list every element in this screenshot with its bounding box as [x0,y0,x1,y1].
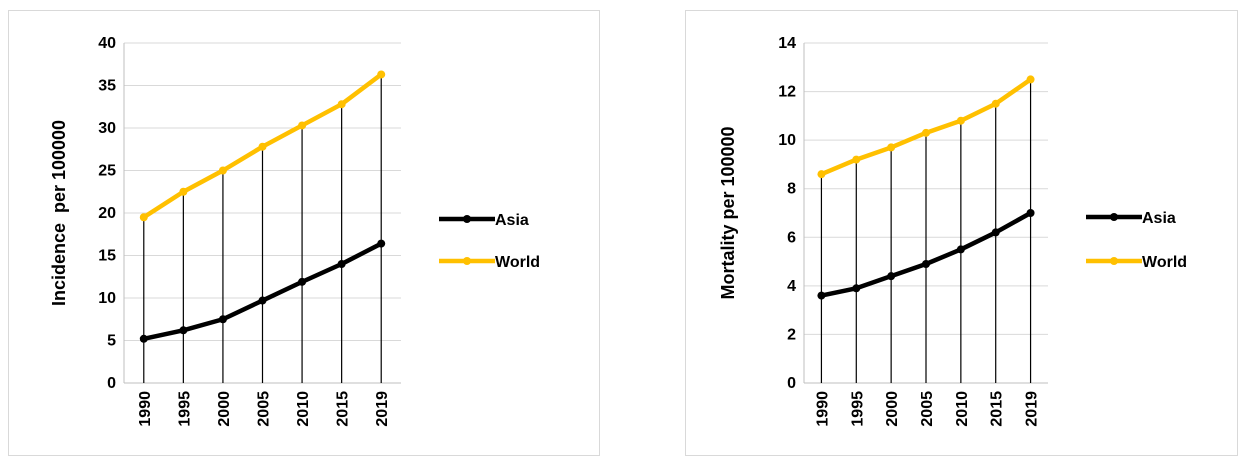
mortality-chart-panel: 0 2 4 6 8 10 12 14 1990 1995 2000 2005 2010 2015 2019 M… [685,10,1238,456]
data-point-asia [887,272,896,281]
x-tick-label: 2000 [216,391,233,427]
data-point-asia [1026,209,1035,217]
x-tick-label: 2000 [884,391,901,427]
x-tick-label: 1990 [814,391,831,427]
y-tick-label: 35 [98,78,116,95]
data-point-world [258,142,267,151]
x-tick-label: 1995 [849,391,866,427]
y-tick-label: 8 [787,181,796,198]
y-tick-label: 4 [787,278,796,295]
data-point-asia [337,260,346,268]
x-tick-label: 2010 [954,391,971,427]
x-tick-label: 2019 [1024,391,1041,427]
data-point-asia [922,260,930,268]
y-tick-label: 40 [98,35,116,52]
x-tick-label: 2015 [335,391,352,427]
incidence-chart-panel: 0 5 10 15 20 25 30 35 40 1990 1995 2000 2005 2010 2015… [8,10,600,456]
data-point-world [298,121,307,130]
data-point-asia [817,291,826,300]
data-point-asia [991,228,1000,237]
y-tick-label: 25 [98,163,116,180]
mortality-chart: 0 2 4 6 8 10 12 14 1990 1995 2000 2005 2010 2015 2019 M… [718,35,1187,427]
legend-label-world: World [495,254,540,271]
y-tick-label: 0 [787,375,796,392]
data-point-world [218,166,227,175]
legend-label-world: World [1142,254,1187,271]
legend-marker-asia [1110,213,1118,221]
x-tick-label: 2005 [256,391,273,427]
data-point-asia [218,315,227,324]
x-tick-label: 2005 [919,391,936,427]
data-point-asia [258,296,267,305]
data-point-world [139,213,148,222]
data-point-asia [298,277,307,286]
legend-marker-world [463,257,471,265]
x-tick-label: 2015 [989,391,1006,427]
x-tick-label: 2010 [295,391,312,427]
legend-marker-world [1110,257,1118,265]
data-point-world [852,155,861,164]
data-point-asia [852,284,861,293]
data-point-world [1026,75,1035,84]
y-tick-label: 12 [778,84,796,101]
x-tick-label: 1995 [176,391,193,427]
y-axis-title: Incidence per 100000 [49,120,69,306]
data-point-world [991,99,1000,108]
data-point-asia [956,245,965,254]
y-tick-label: 2 [787,326,796,343]
x-tick-label: 1990 [137,391,154,427]
data-point-world [337,100,346,109]
data-point-asia [377,239,386,248]
data-point-asia [179,326,188,335]
legend-marker-asia [463,215,471,223]
y-tick-label: 14 [778,35,796,52]
y-tick-label: 0 [107,375,116,392]
y-tick-label: 20 [98,205,116,222]
legend-label-asia: Asia [1142,210,1176,227]
y-tick-label: 10 [778,132,796,149]
y-tick-label: 30 [98,120,116,137]
legend-label-asia: Asia [495,212,529,229]
data-point-world [922,128,930,137]
data-point-world [817,170,826,179]
data-point-world [377,70,386,79]
y-tick-label: 5 [107,333,116,350]
data-point-world [179,187,188,196]
incidence-chart: 0 5 10 15 20 25 30 35 40 1990 1995 2000 2005 2010 2015… [49,35,540,427]
x-tick-label: 2019 [374,391,391,427]
y-tick-label: 6 [787,229,796,246]
y-tick-label: 15 [98,248,116,265]
data-point-asia [139,334,148,343]
data-point-world [887,143,896,152]
y-axis-title: Mortality per 100000 [718,126,738,299]
y-tick-label: 10 [98,290,116,307]
data-point-world [956,116,965,125]
